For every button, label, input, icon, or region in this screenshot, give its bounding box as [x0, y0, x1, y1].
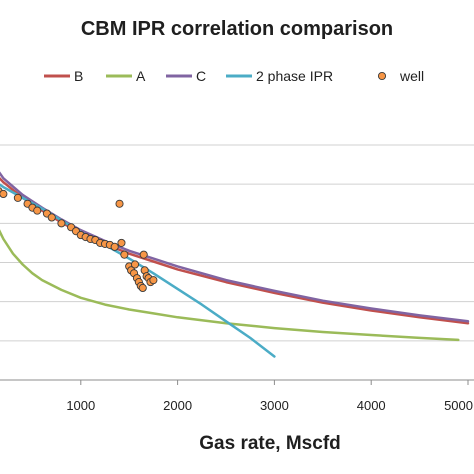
- legend-item: B: [44, 68, 83, 84]
- x-tick-label: 4000: [357, 398, 386, 413]
- x-tick-labels: 1000 2000 3000 4000 5000: [66, 398, 473, 413]
- legend: B A C 2 phase IPR well: [44, 68, 424, 84]
- series-line-2-phase-ipr: [0, 183, 276, 358]
- x-axis-label: Gas rate, Mscfd: [199, 433, 341, 454]
- legend-label: well: [399, 68, 424, 84]
- legend-label: A: [136, 68, 146, 84]
- data-point-well: [0, 189, 8, 199]
- x-tick-label: 5000: [444, 398, 473, 413]
- legend-item: C: [166, 68, 206, 84]
- x-tick-label: 1000: [66, 398, 95, 413]
- legend-item: well: [377, 68, 424, 84]
- series-points: [0, 187, 158, 293]
- legend-label: C: [196, 68, 206, 84]
- data-point-well: [110, 242, 119, 251]
- data-point-well: [115, 199, 124, 208]
- data-point-well: [139, 250, 148, 259]
- series-line-a: [0, 229, 460, 342]
- series-line-c: [0, 171, 470, 323]
- data-point-well: [47, 213, 56, 222]
- legend-point-marker: [377, 71, 387, 81]
- data-point-well: [130, 260, 140, 269]
- data-point-well: [33, 206, 42, 215]
- x-tick-label: 2000: [163, 398, 192, 413]
- series-line-b: [0, 176, 470, 325]
- legend-item: 2 phase IPR: [226, 68, 333, 84]
- data-point-well: [138, 283, 147, 293]
- data-point-well: [57, 219, 66, 228]
- chart-title: CBM IPR correlation comparison: [81, 18, 393, 40]
- gridlines: [0, 144, 474, 342]
- legend-label: 2 phase IPR: [256, 68, 333, 84]
- data-point-well: [149, 276, 158, 285]
- legend-label: B: [74, 68, 83, 84]
- data-point-well: [117, 238, 126, 247]
- series-lines: [0, 171, 470, 358]
- axes: [0, 379, 474, 385]
- x-tick-label: 3000: [260, 398, 289, 413]
- data-point-well: [13, 193, 22, 202]
- data-point-well: [120, 250, 129, 259]
- legend-item: A: [106, 68, 146, 84]
